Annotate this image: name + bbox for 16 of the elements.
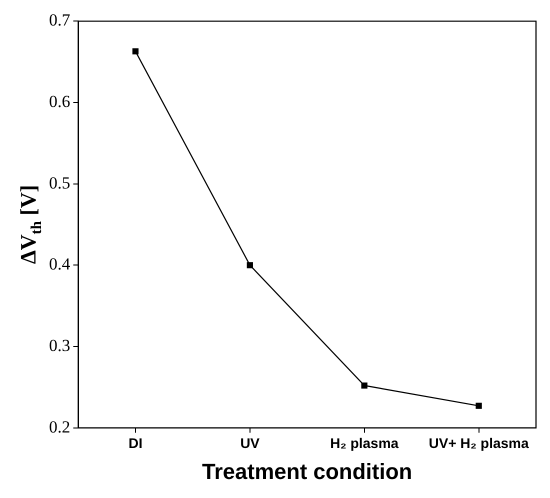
- y-tick-label: 0.4: [49, 254, 71, 274]
- point: [132, 48, 139, 54]
- x-tick-label: UV: [240, 435, 260, 452]
- point: [246, 262, 253, 268]
- point: [476, 402, 482, 409]
- y-tick-label: 0.7: [49, 10, 71, 30]
- y-tick-label: 0.6: [49, 92, 70, 111]
- x-tick-label: H₂ plasma: [330, 435, 399, 452]
- x-tick-label: UV+ H₂ plasma: [428, 435, 529, 452]
- point: [361, 382, 368, 389]
- x-tick-label: DI: [128, 435, 142, 452]
- y-tick-label: 0.2: [49, 417, 70, 436]
- y-axis-title: ΔVth [V]: [16, 184, 45, 264]
- x-axis-title: Treatment condition: [202, 458, 412, 484]
- y-tick-label: 0.3: [49, 336, 70, 355]
- y-tick-label: 0.5: [49, 173, 70, 192]
